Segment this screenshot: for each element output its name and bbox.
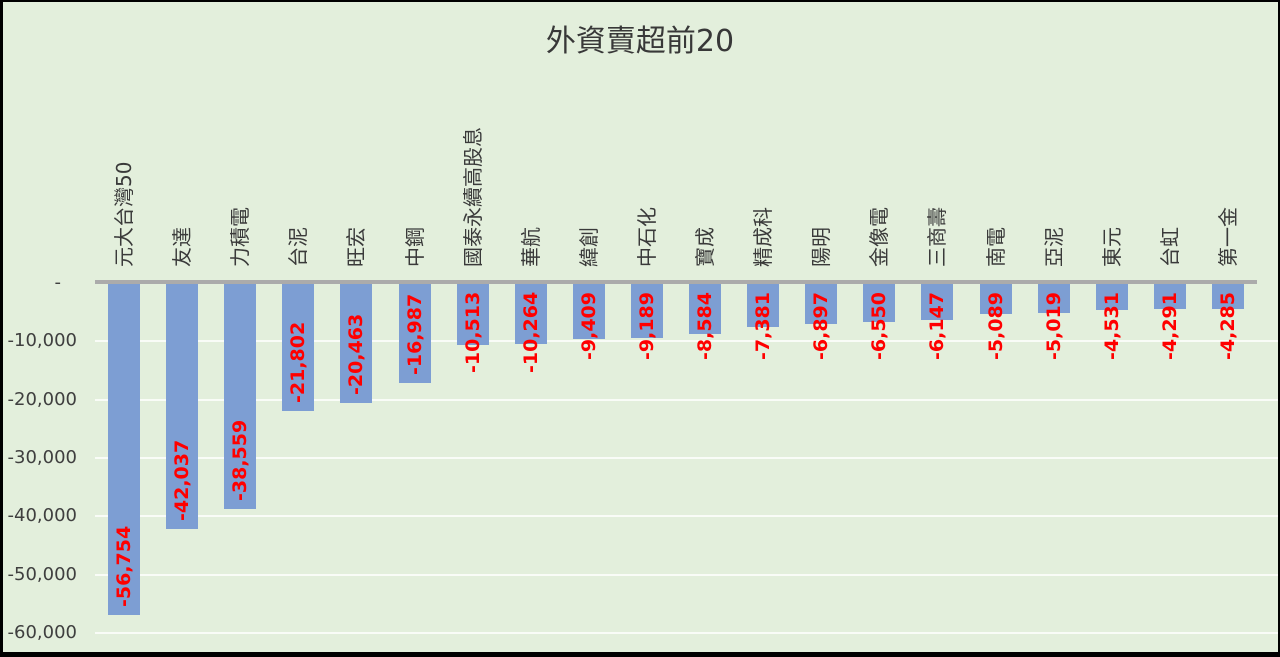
gridline bbox=[95, 340, 1278, 343]
category-label: 東元 bbox=[1099, 227, 1124, 267]
category-label: 中石化 bbox=[634, 207, 659, 267]
value-label: -4,291 bbox=[1158, 292, 1181, 360]
category-label: 元大台灣50 bbox=[112, 161, 136, 267]
value-label: -4,285 bbox=[1216, 292, 1239, 360]
bar bbox=[979, 284, 1012, 314]
value-label: -9,189 bbox=[635, 292, 658, 360]
y-axis-tick-label: - bbox=[54, 272, 62, 293]
y-axis-tick-label: -30,000 bbox=[7, 446, 77, 468]
y-axis-tick-label: -40,000 bbox=[7, 505, 77, 527]
category-label: 寶成 bbox=[693, 227, 717, 267]
value-label: -10,513 bbox=[461, 291, 484, 373]
bar bbox=[805, 284, 838, 325]
value-label: -42,037 bbox=[171, 439, 194, 522]
category-label: 旺宏 bbox=[344, 227, 369, 267]
bar bbox=[108, 284, 140, 616]
value-label: -6,550 bbox=[868, 292, 891, 360]
y-axis-tick-label: -20,000 bbox=[7, 388, 77, 410]
category-label: 陽明 bbox=[809, 227, 834, 267]
value-label: -16,987 bbox=[403, 293, 426, 376]
bar bbox=[689, 284, 721, 335]
category-label: 緯創 bbox=[576, 227, 601, 267]
bar bbox=[572, 284, 605, 339]
value-label: -5,089 bbox=[984, 292, 1007, 360]
y-axis-tick-label: -50,000 bbox=[7, 563, 77, 585]
bar bbox=[282, 284, 315, 412]
gridline bbox=[95, 515, 1278, 518]
bar bbox=[1095, 284, 1128, 311]
category-label: 友達 bbox=[170, 227, 195, 267]
category-label: 台虹 bbox=[1157, 227, 1182, 267]
bar bbox=[863, 284, 896, 323]
frame-border-top bbox=[0, 0, 1280, 2]
gridline bbox=[95, 456, 1278, 459]
gridline bbox=[95, 398, 1278, 401]
category-label: 第一金 bbox=[1215, 207, 1240, 267]
category-label: 國泰永續高股息 bbox=[460, 127, 485, 267]
bar bbox=[224, 284, 257, 509]
category-label: 中鋼 bbox=[402, 227, 427, 267]
value-label: -4,531 bbox=[1100, 292, 1123, 360]
value-label: -5,019 bbox=[1042, 292, 1065, 360]
value-label: -6,147 bbox=[926, 292, 949, 360]
bar bbox=[747, 284, 780, 328]
value-label: -38,559 bbox=[229, 419, 252, 501]
category-label: 三商壽 bbox=[925, 207, 950, 267]
category-label: 精成科 bbox=[751, 207, 776, 267]
value-label: -21,802 bbox=[287, 321, 310, 404]
bar bbox=[514, 284, 547, 344]
value-label: -56,754 bbox=[113, 525, 135, 608]
gridline bbox=[95, 573, 1278, 576]
bar bbox=[340, 284, 373, 404]
value-label: -9,409 bbox=[577, 292, 600, 360]
bar bbox=[398, 284, 431, 384]
category-label: 力積電 bbox=[228, 207, 253, 267]
bar bbox=[456, 284, 489, 346]
bar bbox=[1037, 284, 1070, 314]
bar bbox=[921, 284, 954, 320]
category-label: 華航 bbox=[518, 227, 543, 267]
category-label: 亞泥 bbox=[1041, 227, 1066, 267]
x-axis-line bbox=[95, 280, 1257, 284]
value-label: -20,463 bbox=[345, 314, 368, 396]
gridline bbox=[95, 631, 1278, 634]
y-axis-tick-label: -60,000 bbox=[7, 621, 77, 643]
bar bbox=[1211, 284, 1244, 309]
value-label: -7,381 bbox=[752, 292, 775, 360]
y-axis-tick-label: -10,000 bbox=[7, 330, 77, 352]
category-label: 南電 bbox=[983, 227, 1008, 267]
chart-title: 外資賣超前20 bbox=[545, 24, 735, 59]
bar bbox=[630, 284, 663, 338]
frame-border-right bbox=[1278, 0, 1280, 657]
value-label: -6,897 bbox=[810, 292, 833, 360]
frame-border-bottom bbox=[0, 652, 1280, 657]
value-label: -10,264 bbox=[519, 291, 542, 373]
category-label: 金像電 bbox=[867, 207, 892, 267]
bar bbox=[166, 284, 199, 530]
bar bbox=[1153, 284, 1186, 310]
value-label: -8,584 bbox=[694, 292, 716, 360]
frame-border-left bbox=[0, 0, 3, 657]
category-label: 台泥 bbox=[286, 227, 311, 267]
